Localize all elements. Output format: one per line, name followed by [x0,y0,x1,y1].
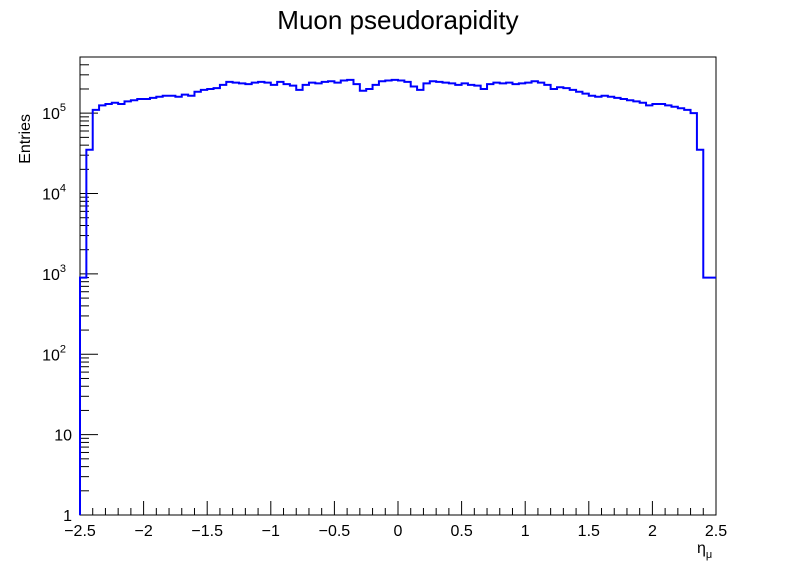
x-axis-label: ημ [697,540,712,561]
y-tick-label: 1 [63,508,72,525]
x-tick-label: −2.5 [64,523,96,540]
x-tick-label: 0 [394,523,403,540]
x-tick-label: 2.5 [705,523,727,540]
x-tick-label: 1 [521,523,530,540]
x-axis: −2.5 −2 −1.5 −1 −0.5 0 0.5 1 1.5 2 2.5 [64,501,727,540]
x-axis-label-main: η [697,540,706,557]
x-tick-label: −1.5 [191,523,223,540]
y-axis: 1 10 102 103 104 105 [42,56,98,525]
y-tick-label: 102 [42,343,66,364]
y-tick-label: 105 [42,102,66,123]
x-tick-label: 1.5 [578,523,600,540]
x-tick-label: 2 [648,523,657,540]
x-tick-label: −1 [262,523,280,540]
x-tick-label: −2 [134,523,152,540]
y-tick-label: 104 [42,183,66,204]
x-tick-label: 0.5 [450,523,472,540]
y-tick-label: 103 [42,263,66,284]
histogram-line [79,78,716,515]
x-tick-label: −0.5 [319,523,351,540]
x-axis-label-sub: μ [706,549,712,561]
chart-title: Muon pseudorapidity [277,5,518,35]
plot-frame [79,56,717,516]
y-axis-label: Entries [17,114,34,164]
y-tick-label: 10 [54,428,72,445]
